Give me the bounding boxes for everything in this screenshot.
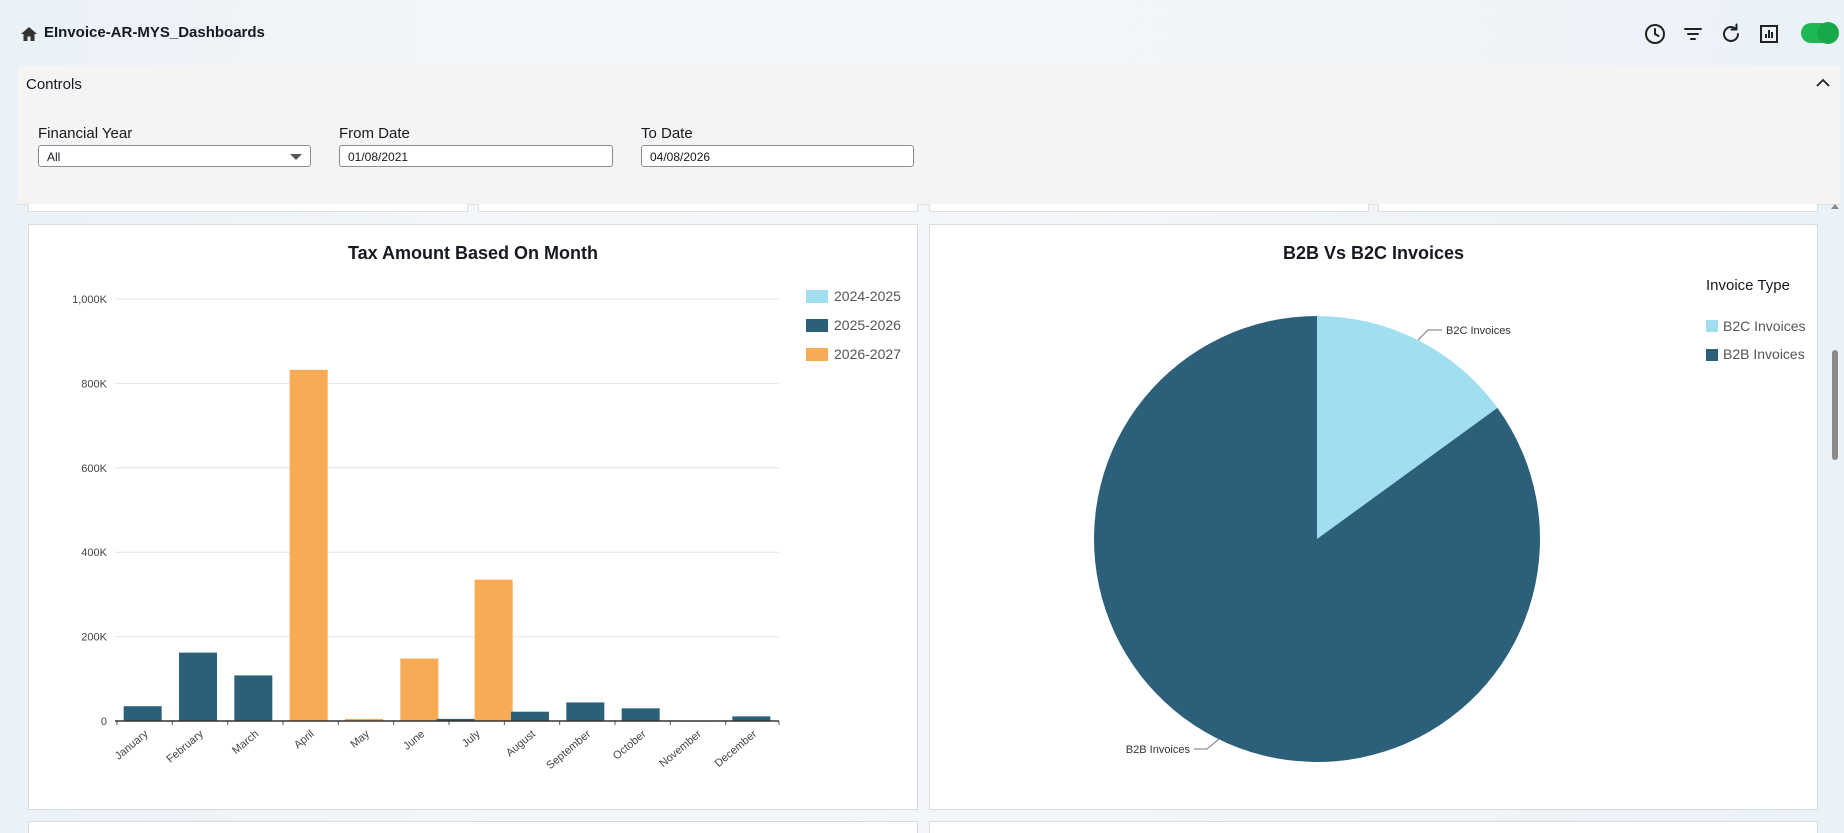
y-tick-label: 1,000K [72, 294, 108, 306]
top-bar: EInvoice-AR-MYS_Dashboards [0, 0, 1844, 66]
pie-slice-b2b-invoices [1094, 316, 1540, 762]
bar-2025-2026-july [436, 718, 475, 721]
bar-2025-2026-august [511, 711, 549, 721]
legend-2026-2027: 2026-2027 [834, 346, 901, 362]
tax-amount-panel: Tax Amount Based On Month 0 200K 400K 600K 8… [28, 224, 918, 810]
y-tick-label: 800K [81, 378, 107, 390]
y-tick-label: 200K [81, 632, 107, 644]
bar-2026-2027-april [289, 369, 328, 721]
x-tick-label: March [230, 728, 261, 757]
financial-year-label: Financial Year [38, 125, 133, 142]
legend-swatch-2026-2027 [806, 348, 828, 361]
to-date-label: To Date [641, 125, 693, 142]
x-tick-label: November [657, 728, 704, 770]
scroll-thumb[interactable] [1832, 350, 1838, 460]
x-tick-label: October [611, 728, 649, 763]
pie-slice-b2c-invoices [1317, 316, 1498, 539]
x-tick-label: September [544, 728, 593, 772]
legend-2024-2025: 2024-2025 [834, 288, 901, 304]
auto-refresh-toggle[interactable] [1801, 22, 1839, 44]
card-edge [1378, 204, 1818, 212]
bar-2025-2026-march [234, 675, 273, 721]
bar-2026-2027-june [400, 658, 439, 721]
tax-bar-chart: 0 200K 400K 600K 800K 1,000K January February Ma… [72, 294, 780, 772]
bar-2025-2026-october [621, 708, 660, 721]
x-tick-label: August [504, 728, 538, 759]
bar-2025-2026-september [566, 702, 605, 721]
x-tick-label: June [401, 728, 427, 753]
toggle-knob [1817, 22, 1839, 44]
b2b-b2c-panel: B2B Vs B2C Invoices B2C Invoices B2B Invo… [929, 224, 1818, 810]
scroll-up-icon[interactable] [1831, 204, 1839, 209]
from-date-input[interactable]: 01/08/2021 [339, 145, 613, 167]
financial-year-value: All [47, 150, 61, 164]
next-row-card [929, 821, 1818, 833]
b2c-slice-label: B2C Invoices [1446, 325, 1511, 337]
pie-legend-title: Invoice Type [1706, 277, 1790, 294]
y-tick-label: 600K [81, 463, 107, 475]
tax-chart-title: Tax Amount Based On Month [348, 243, 598, 263]
refresh-icon[interactable] [1719, 22, 1743, 46]
home-icon[interactable] [20, 26, 38, 42]
chevron-up-icon[interactable] [1814, 74, 1832, 92]
chevron-down-icon [290, 154, 302, 160]
b2c-leader-line [1417, 329, 1442, 341]
legend-swatch-2024-2025 [806, 290, 828, 303]
bar-2025-2026-december [732, 716, 771, 721]
controls-panel: Controls Financial Year All From Date 01… [18, 66, 1840, 205]
b2b-b2c-pie-chart: B2C Invoices B2B Invoices [1094, 316, 1540, 762]
to-date-value: 04/08/2026 [650, 150, 711, 164]
x-tick-label: April [292, 728, 317, 751]
pie-chart-title: B2B Vs B2C Invoices [1282, 243, 1465, 263]
x-tick-label: July [460, 728, 483, 750]
legend-b2b-invoices: B2B Invoices [1723, 346, 1805, 362]
page-scrollbar[interactable] [1830, 204, 1840, 828]
legend-swatch-b2c [1706, 320, 1718, 332]
financial-year-select[interactable]: All [38, 145, 311, 167]
clock-icon[interactable] [1643, 22, 1667, 46]
bar-2025-2026-february [179, 652, 217, 721]
x-tick-label: February [164, 728, 206, 766]
bar-2026-2027-july [474, 579, 513, 721]
y-tick-label: 0 [101, 716, 107, 728]
bar-2025-2026-january [123, 706, 162, 721]
from-date-value: 01/08/2021 [348, 150, 409, 164]
controls-label: Controls [26, 76, 82, 93]
dashboard-title: EInvoice-AR-MYS_Dashboards [44, 24, 265, 41]
card-edge [929, 204, 1369, 212]
report-icon[interactable] [1757, 22, 1781, 46]
legend-swatch-b2b [1706, 349, 1718, 361]
filter-icon[interactable] [1681, 22, 1705, 46]
b2b-slice-label: B2B Invoices [1126, 744, 1191, 756]
legend-b2c-invoices: B2C Invoices [1723, 318, 1806, 334]
x-tick-label: December [713, 728, 760, 770]
x-tick-label: May [348, 728, 372, 751]
card-edge [478, 204, 918, 212]
legend-swatch-2025-2026 [806, 319, 828, 332]
from-date-label: From Date [339, 125, 410, 142]
bar-2026-2027-may [345, 718, 383, 721]
x-tick-label: January [113, 728, 151, 763]
card-edge [28, 204, 468, 212]
y-tick-label: 400K [81, 547, 107, 559]
next-row-card [28, 821, 918, 833]
b2b-leader-line [1194, 738, 1220, 750]
legend-2025-2026: 2025-2026 [834, 317, 901, 333]
to-date-input[interactable]: 04/08/2026 [641, 145, 914, 167]
